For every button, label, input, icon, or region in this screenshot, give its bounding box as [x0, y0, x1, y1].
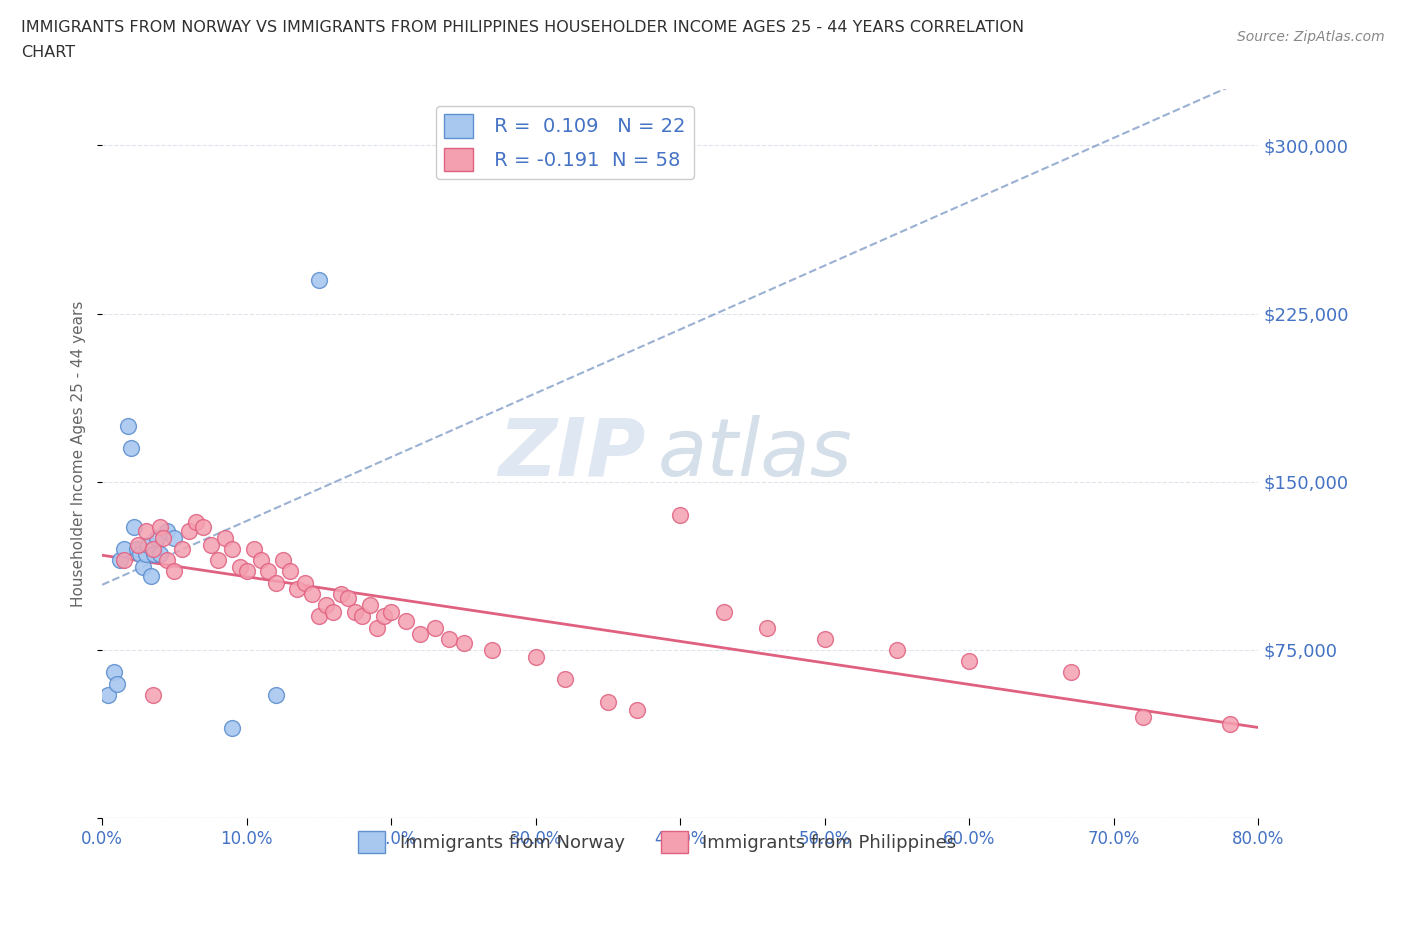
Point [322, 604, 344, 619]
Point [409, 627, 432, 642]
Point [713, 604, 735, 619]
Point [221, 541, 243, 556]
Point [122, 519, 145, 534]
Point [138, 538, 160, 552]
Point [112, 541, 135, 556]
Point [156, 524, 179, 538]
Point [221, 721, 243, 736]
Text: IMMIGRANTS FROM NORWAY VS IMMIGRANTS FROM PHILIPPINES HOUSEHOLDER INCOME AGES 25: IMMIGRANTS FROM NORWAY VS IMMIGRANTS FRO… [21, 20, 1024, 35]
Point [886, 643, 908, 658]
Point [105, 676, 128, 691]
Point [125, 541, 148, 556]
Point [163, 564, 186, 578]
Point [957, 654, 980, 669]
Point [235, 564, 257, 578]
Point [243, 541, 266, 556]
Point [373, 609, 395, 624]
Point [285, 582, 308, 597]
Point [308, 272, 330, 287]
Legend: Immigrants from Norway, Immigrants from Philippines: Immigrants from Norway, Immigrants from … [352, 824, 963, 860]
Text: Source: ZipAtlas.com: Source: ZipAtlas.com [1237, 30, 1385, 44]
Point [120, 441, 142, 456]
Point [127, 538, 149, 552]
Point [177, 524, 200, 538]
Point [117, 418, 139, 433]
Point [250, 552, 273, 567]
Point [143, 546, 166, 561]
Point [163, 530, 186, 545]
Point [149, 546, 172, 561]
Text: CHART: CHART [21, 45, 75, 60]
Point [200, 538, 222, 552]
Point [103, 665, 125, 680]
Point [271, 552, 294, 567]
Point [669, 508, 692, 523]
Point [596, 694, 619, 709]
Point [112, 552, 135, 567]
Point [352, 609, 374, 624]
Point [149, 519, 172, 534]
Point [301, 587, 323, 602]
Point [170, 541, 193, 556]
Point [135, 524, 157, 538]
Point [344, 604, 367, 619]
Point [141, 568, 163, 583]
Text: atlas: atlas [657, 415, 852, 493]
Point [395, 614, 418, 629]
Point [423, 620, 446, 635]
Point [366, 620, 388, 635]
Point [453, 636, 475, 651]
Point [359, 598, 381, 613]
Point [193, 519, 215, 534]
Point [142, 687, 165, 702]
Point [264, 687, 287, 702]
Text: ZIP: ZIP [498, 415, 645, 493]
Point [756, 620, 779, 635]
Point [108, 552, 131, 567]
Point [626, 703, 648, 718]
Point [814, 631, 837, 646]
Point [146, 530, 169, 545]
Point [207, 552, 229, 567]
Point [524, 649, 547, 664]
Point [97, 687, 120, 702]
Point [1059, 665, 1081, 680]
Point [315, 598, 337, 613]
Point [481, 643, 503, 658]
Point [336, 591, 359, 605]
Point [1132, 710, 1154, 724]
Point [264, 576, 287, 591]
Point [131, 560, 153, 575]
Point [278, 564, 301, 578]
Point [186, 514, 208, 529]
Point [380, 604, 402, 619]
Point [554, 671, 576, 686]
Point [152, 530, 174, 545]
Point [329, 587, 352, 602]
Point [128, 546, 150, 561]
Point [257, 564, 280, 578]
Point [135, 546, 157, 561]
Point [1219, 716, 1241, 731]
Y-axis label: Householder Income Ages 25 - 44 years: Householder Income Ages 25 - 44 years [72, 300, 86, 607]
Point [214, 530, 236, 545]
Point [156, 552, 179, 567]
Point [294, 576, 316, 591]
Point [228, 560, 250, 575]
Point [437, 631, 460, 646]
Point [142, 541, 165, 556]
Point [308, 609, 330, 624]
